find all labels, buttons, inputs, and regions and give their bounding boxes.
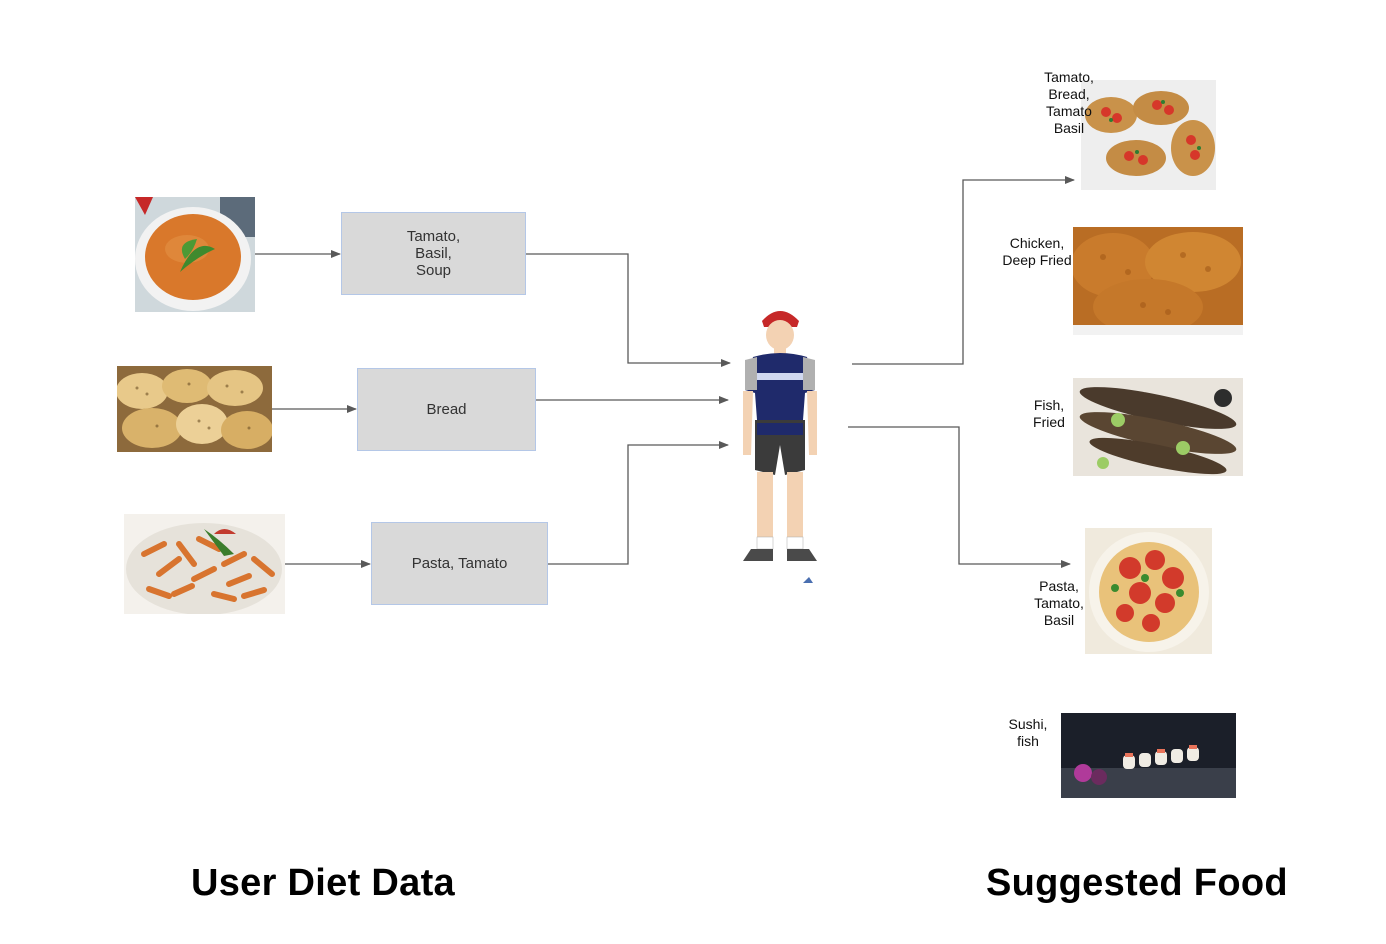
suggestion-label-fish: Fish, Fried <box>1033 397 1065 430</box>
suggestion-label-chicken: Chicken, Deep Fried <box>1002 235 1072 268</box>
fried-fish-image <box>1073 378 1243 476</box>
user-diet-data-title: User Diet Data <box>191 862 455 904</box>
diet-box-soup-label: Tamato, Basil, Soup <box>406 228 461 279</box>
diet-box-pasta-label: Pasta, Tamato <box>411 555 508 572</box>
bread-image <box>117 366 272 452</box>
arrow-person-to-top <box>852 176 1075 365</box>
tomato-spaghetti-image <box>1085 528 1212 654</box>
diet-box-soup: Tamato, Basil, Soup <box>341 212 526 295</box>
suggestion-label-bruschetta: Tamato, Bread, Tamato Basil <box>1044 69 1094 136</box>
arrow-box3-to-person <box>527 441 729 565</box>
arrow-person-to-pasta <box>848 426 1071 568</box>
sushi-image <box>1061 713 1236 798</box>
suggestion-label-sushi: Sushi, fish <box>1008 716 1048 749</box>
suggestion-label-pasta: Pasta, Tamato, Basil <box>1034 578 1084 628</box>
diet-box-pasta: Pasta, Tamato <box>371 522 548 605</box>
fried-chicken-image <box>1073 227 1243 335</box>
diet-box-bread: Bread <box>357 368 536 451</box>
arrow-box1-to-person <box>526 253 731 367</box>
cyclist-person-figure <box>735 305 825 590</box>
diet-box-bread-label: Bread <box>426 401 467 418</box>
tomato-soup-image <box>135 197 255 312</box>
suggested-food-title: Suggested Food <box>986 862 1288 904</box>
bruschetta-image <box>1081 80 1216 190</box>
penne-pasta-image <box>124 514 285 614</box>
